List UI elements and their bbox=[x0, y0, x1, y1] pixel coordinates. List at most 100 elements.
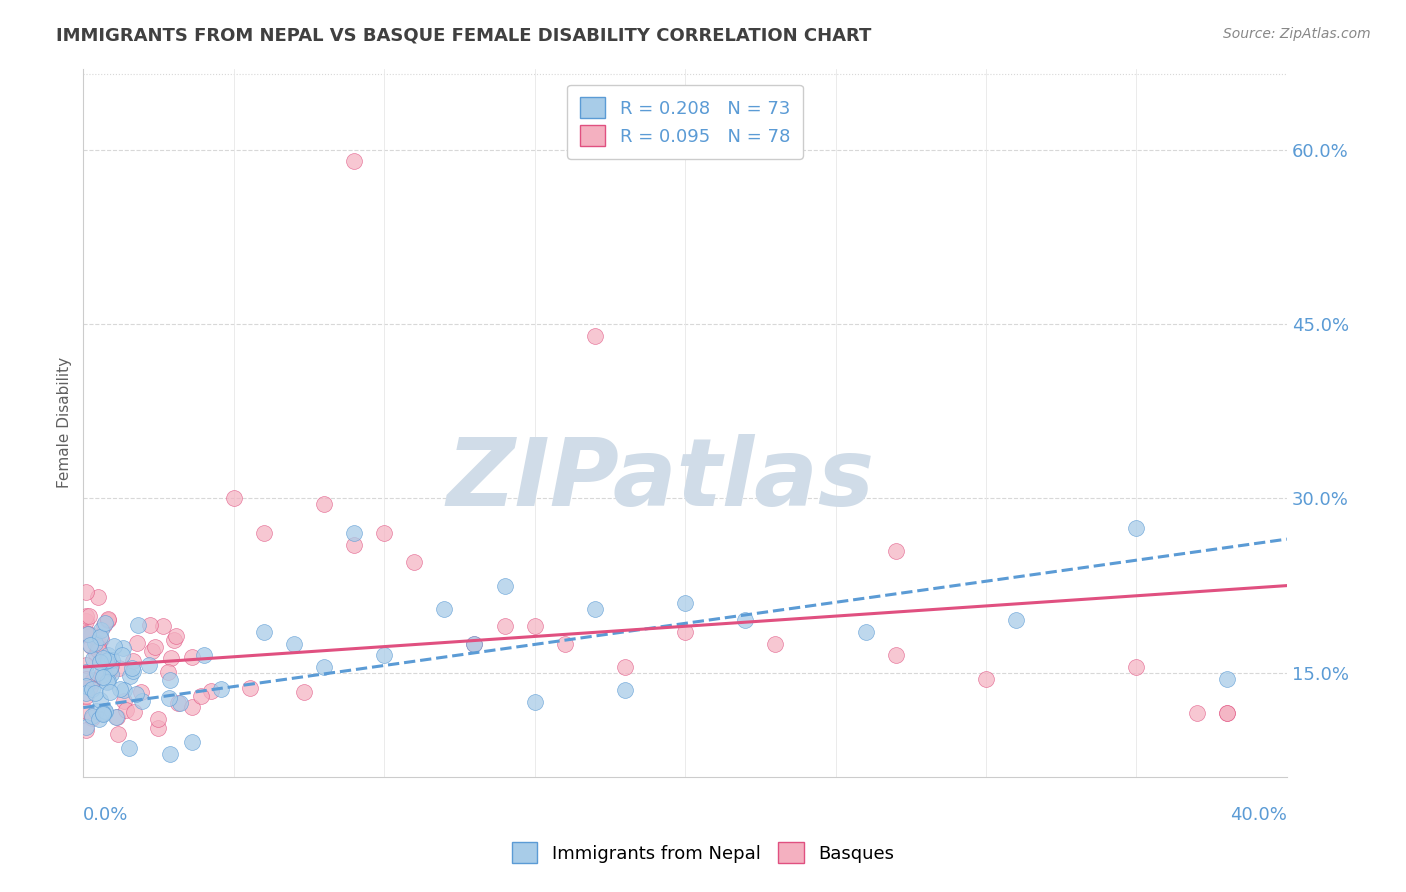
Point bbox=[125, 688, 148, 702]
Point bbox=[87, 712, 110, 726]
Point bbox=[97, 653, 120, 667]
Point bbox=[80, 628, 103, 642]
Point bbox=[105, 710, 128, 724]
Legend: R = 0.208   N = 73, R = 0.095   N = 78: R = 0.208 N = 73, R = 0.095 N = 78 bbox=[568, 85, 803, 159]
Point bbox=[94, 654, 117, 668]
Point bbox=[1125, 520, 1147, 534]
Point bbox=[127, 618, 149, 632]
Point bbox=[884, 543, 907, 558]
Point bbox=[554, 637, 576, 651]
Point bbox=[180, 700, 202, 714]
Point bbox=[108, 661, 131, 675]
Point bbox=[146, 712, 169, 726]
Text: 40.0%: 40.0% bbox=[1230, 806, 1286, 824]
Point bbox=[141, 644, 163, 658]
Point bbox=[583, 328, 606, 343]
Point bbox=[1185, 706, 1208, 721]
Point bbox=[312, 660, 335, 674]
Point bbox=[118, 669, 141, 683]
Point bbox=[463, 637, 485, 651]
Point bbox=[98, 665, 121, 679]
Point bbox=[404, 555, 426, 569]
Point bbox=[974, 672, 997, 686]
Point bbox=[112, 694, 135, 708]
Point bbox=[165, 629, 187, 643]
Point bbox=[111, 648, 134, 663]
Point bbox=[139, 618, 162, 632]
Point bbox=[107, 727, 129, 741]
Point bbox=[1215, 706, 1237, 721]
Point bbox=[75, 723, 97, 737]
Point bbox=[83, 636, 105, 650]
Point bbox=[84, 686, 107, 700]
Point bbox=[166, 696, 188, 710]
Point bbox=[294, 684, 316, 698]
Point bbox=[84, 704, 107, 718]
Point bbox=[75, 704, 97, 718]
Point bbox=[131, 694, 153, 708]
Point bbox=[80, 711, 103, 725]
Point bbox=[523, 619, 546, 633]
Point bbox=[94, 704, 117, 718]
Point bbox=[312, 497, 335, 511]
Point bbox=[763, 637, 786, 651]
Point bbox=[75, 689, 97, 703]
Point bbox=[105, 710, 128, 724]
Point bbox=[222, 491, 245, 506]
Point bbox=[87, 635, 110, 649]
Point bbox=[121, 660, 143, 674]
Point bbox=[1005, 614, 1028, 628]
Point bbox=[673, 596, 696, 610]
Point bbox=[75, 626, 97, 640]
Point bbox=[433, 602, 456, 616]
Point bbox=[101, 653, 124, 667]
Point bbox=[93, 664, 115, 678]
Point bbox=[253, 526, 276, 541]
Point bbox=[75, 686, 97, 700]
Point bbox=[89, 655, 111, 669]
Point bbox=[87, 643, 110, 657]
Point bbox=[159, 673, 181, 687]
Point bbox=[163, 633, 186, 648]
Point bbox=[96, 675, 118, 690]
Point bbox=[90, 632, 112, 647]
Point bbox=[156, 665, 179, 679]
Point bbox=[87, 591, 110, 605]
Point bbox=[122, 664, 145, 678]
Point bbox=[143, 640, 166, 655]
Point bbox=[209, 681, 232, 696]
Point bbox=[82, 673, 104, 688]
Point bbox=[239, 681, 262, 695]
Point bbox=[138, 658, 160, 673]
Point bbox=[1215, 706, 1237, 721]
Point bbox=[75, 720, 97, 734]
Point bbox=[193, 648, 215, 663]
Point bbox=[84, 647, 107, 661]
Text: IMMIGRANTS FROM NEPAL VS BASQUE FEMALE DISABILITY CORRELATION CHART: IMMIGRANTS FROM NEPAL VS BASQUE FEMALE D… bbox=[56, 27, 872, 45]
Point bbox=[112, 683, 135, 698]
Point bbox=[82, 652, 104, 666]
Point bbox=[673, 625, 696, 640]
Legend: Immigrants from Nepal, Basques: Immigrants from Nepal, Basques bbox=[501, 831, 905, 874]
Point bbox=[77, 608, 100, 623]
Point bbox=[152, 618, 174, 632]
Point bbox=[494, 619, 516, 633]
Point bbox=[181, 649, 204, 664]
Point bbox=[108, 681, 131, 696]
Point bbox=[121, 654, 143, 668]
Point bbox=[127, 636, 149, 650]
Point bbox=[157, 691, 180, 706]
Point bbox=[80, 673, 103, 688]
Point bbox=[75, 672, 97, 686]
Point bbox=[613, 660, 636, 674]
Point bbox=[114, 703, 136, 717]
Point bbox=[75, 614, 97, 628]
Point bbox=[94, 615, 117, 630]
Point bbox=[80, 682, 103, 697]
Point bbox=[159, 747, 181, 761]
Point bbox=[79, 638, 101, 652]
Point bbox=[283, 637, 305, 651]
Point bbox=[93, 617, 115, 632]
Point bbox=[75, 665, 97, 680]
Point bbox=[90, 623, 112, 637]
